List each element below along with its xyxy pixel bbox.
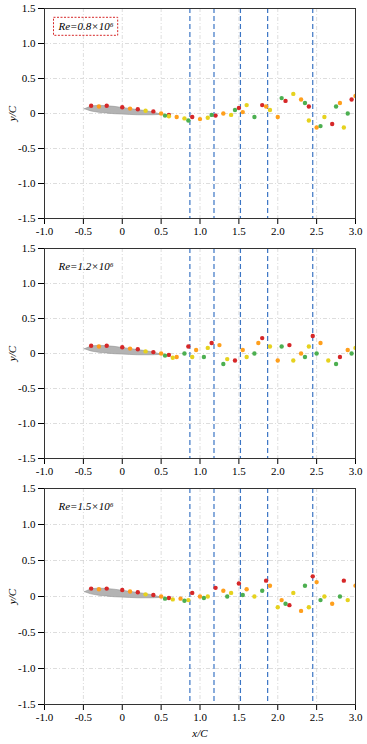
svg-text:1.0: 1.0 <box>193 465 207 477</box>
svg-text:-1.0: -1.0 <box>18 417 36 429</box>
svg-text:-0.5: -0.5 <box>18 626 36 638</box>
svg-text:x/C: x/C <box>191 727 208 739</box>
svg-text:-1.5: -1.5 <box>18 212 36 224</box>
svg-text:y/C: y/C <box>6 105 18 122</box>
svg-text:1.5: 1.5 <box>22 242 36 254</box>
svg-text:-0.5: -0.5 <box>18 142 36 154</box>
svg-text:y/C: y/C <box>6 588 18 605</box>
svg-text:0.5: 0.5 <box>154 225 168 237</box>
svg-text:Re=1.2×10⁶: Re=1.2×10⁶ <box>58 260 114 272</box>
svg-text:1.0: 1.0 <box>22 37 36 49</box>
svg-text:0.5: 0.5 <box>22 312 36 324</box>
svg-text:3.0: 3.0 <box>349 225 363 237</box>
svg-text:1.0: 1.0 <box>22 518 36 530</box>
svg-text:2.0: 2.0 <box>271 465 285 477</box>
svg-text:-1.0: -1.0 <box>36 225 54 237</box>
svg-text:Re=1.5×10⁶: Re=1.5×10⁶ <box>58 500 114 512</box>
svg-text:-0.5: -0.5 <box>18 382 36 394</box>
svg-text:1.5: 1.5 <box>22 2 36 14</box>
svg-text:-1.0: -1.0 <box>36 711 54 723</box>
svg-text:0: 0 <box>30 590 36 602</box>
svg-text:1.5: 1.5 <box>22 482 36 494</box>
svg-text:1.5: 1.5 <box>232 225 246 237</box>
svg-text:1.0: 1.0 <box>22 277 36 289</box>
svg-text:-1.0: -1.0 <box>36 465 54 477</box>
svg-text:0: 0 <box>120 711 126 723</box>
svg-text:-0.5: -0.5 <box>75 225 93 237</box>
svg-text:1.5: 1.5 <box>232 711 246 723</box>
svg-text:-0.5: -0.5 <box>75 711 93 723</box>
svg-text:Re=0.8×10⁶: Re=0.8×10⁶ <box>58 20 114 32</box>
svg-text:2.0: 2.0 <box>271 225 285 237</box>
svg-text:2.5: 2.5 <box>310 225 324 237</box>
svg-text:0: 0 <box>30 347 36 359</box>
svg-text:2.0: 2.0 <box>271 711 285 723</box>
svg-text:3.0: 3.0 <box>349 711 363 723</box>
svg-text:0.5: 0.5 <box>154 711 168 723</box>
svg-text:1.5: 1.5 <box>232 465 246 477</box>
svg-text:2.5: 2.5 <box>310 465 324 477</box>
svg-text:y/C: y/C <box>6 345 18 362</box>
svg-text:0.5: 0.5 <box>22 72 36 84</box>
svg-text:-1.5: -1.5 <box>18 452 36 464</box>
svg-text:-1.0: -1.0 <box>18 662 36 674</box>
svg-text:-1.5: -1.5 <box>18 698 36 710</box>
svg-text:2.5: 2.5 <box>310 711 324 723</box>
svg-text:0: 0 <box>120 225 126 237</box>
svg-text:-0.5: -0.5 <box>75 465 93 477</box>
svg-text:1.0: 1.0 <box>193 225 207 237</box>
svg-text:0: 0 <box>120 465 126 477</box>
svg-text:1.0: 1.0 <box>193 711 207 723</box>
svg-text:0.5: 0.5 <box>154 465 168 477</box>
svg-text:0.5: 0.5 <box>22 554 36 566</box>
svg-text:-1.0: -1.0 <box>18 177 36 189</box>
svg-text:0: 0 <box>30 107 36 119</box>
svg-text:3.0: 3.0 <box>349 465 363 477</box>
